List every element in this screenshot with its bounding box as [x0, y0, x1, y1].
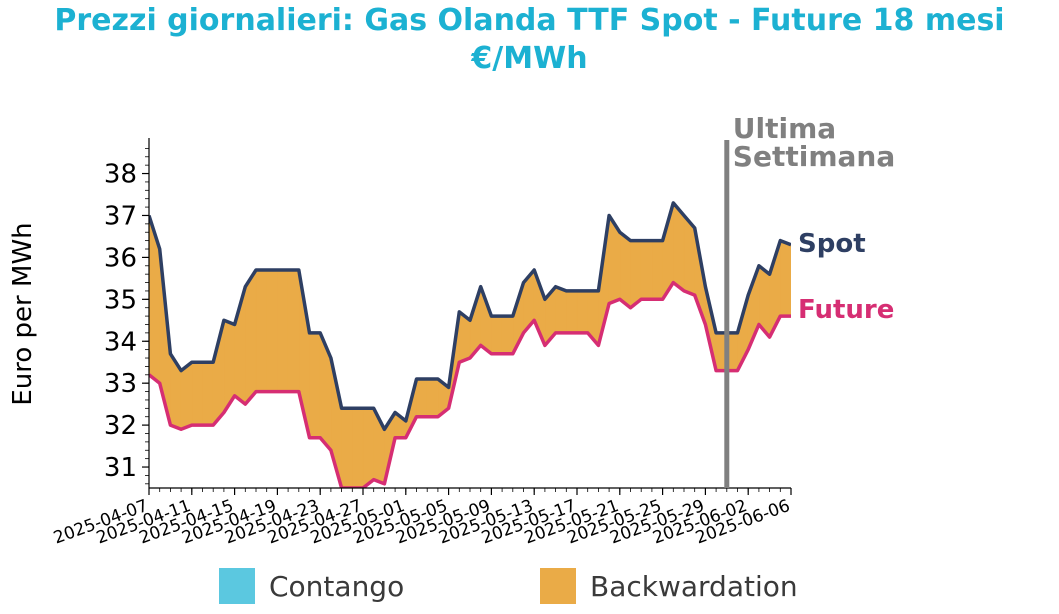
legend-swatch-backwardation — [540, 568, 576, 604]
legend-item-backwardation: Backwardation — [540, 568, 798, 604]
last-week-label: Ultima — [733, 112, 836, 145]
series-line-spot — [149, 201, 791, 432]
spread-fill-segment — [640, 240, 653, 300]
axes-group: 31323334353637382025-04-072025-04-112025… — [8, 138, 793, 548]
legend-item-contango: Contango — [219, 568, 404, 604]
legend-label-contango: Contango — [269, 569, 405, 603]
spread-fill-segment — [255, 269, 268, 392]
series-line-future — [149, 280, 791, 488]
spread-fill-segment — [180, 361, 193, 430]
spread-fill-segment — [341, 408, 353, 488]
spread-fill-segment — [619, 231, 631, 309]
spread-fill-segment — [779, 240, 791, 317]
spread-fill-segment — [245, 268, 257, 405]
spread-fill-segment — [630, 240, 642, 309]
y-tick-label: 33 — [104, 369, 137, 399]
spread-fill-segment — [277, 269, 289, 392]
spread-fill-segment — [362, 408, 375, 488]
spread-fill-segment — [309, 332, 321, 438]
spread-fill-group — [149, 202, 791, 488]
spread-fill-segment — [491, 315, 503, 355]
chart-title-line-2: €/MWh — [471, 41, 588, 76]
spread-fill-segment — [565, 290, 578, 334]
spread-fill-segment — [351, 408, 364, 488]
legend-label-backwardation: Backwardation — [590, 569, 798, 603]
spread-fill-segment — [426, 378, 439, 418]
spread-fill-segment — [416, 378, 428, 418]
y-tick-label: 37 — [104, 201, 137, 231]
spread-fill-segment — [191, 361, 203, 426]
spread-fill-segment — [651, 240, 663, 300]
series-label-spot: Spot — [798, 229, 866, 259]
y-tick-label: 34 — [104, 327, 137, 357]
y-tick-label: 36 — [104, 243, 137, 273]
y-tick-label: 31 — [104, 453, 137, 483]
spread-fill-segment — [266, 269, 278, 392]
y-tick-label: 38 — [104, 160, 137, 190]
y-axis-title: Euro per MWh — [8, 222, 38, 405]
y-tick-label: 32 — [104, 411, 137, 441]
series-lines-group — [149, 201, 791, 488]
spread-fill-segment — [576, 290, 589, 334]
legend-swatch-contango — [219, 568, 255, 604]
spread-fill-segment — [202, 361, 214, 426]
series-label-future: Future — [798, 295, 894, 325]
spread-fill-segment — [501, 315, 514, 355]
chart-title-line-1: Prezzi giornalieri: Gas Olanda TTF Spot … — [54, 3, 1005, 38]
last-week-label: Settimana — [733, 140, 895, 173]
y-tick-label: 35 — [104, 285, 137, 315]
spread-fill-segment — [555, 286, 567, 334]
spread-fill-segment — [287, 269, 300, 392]
